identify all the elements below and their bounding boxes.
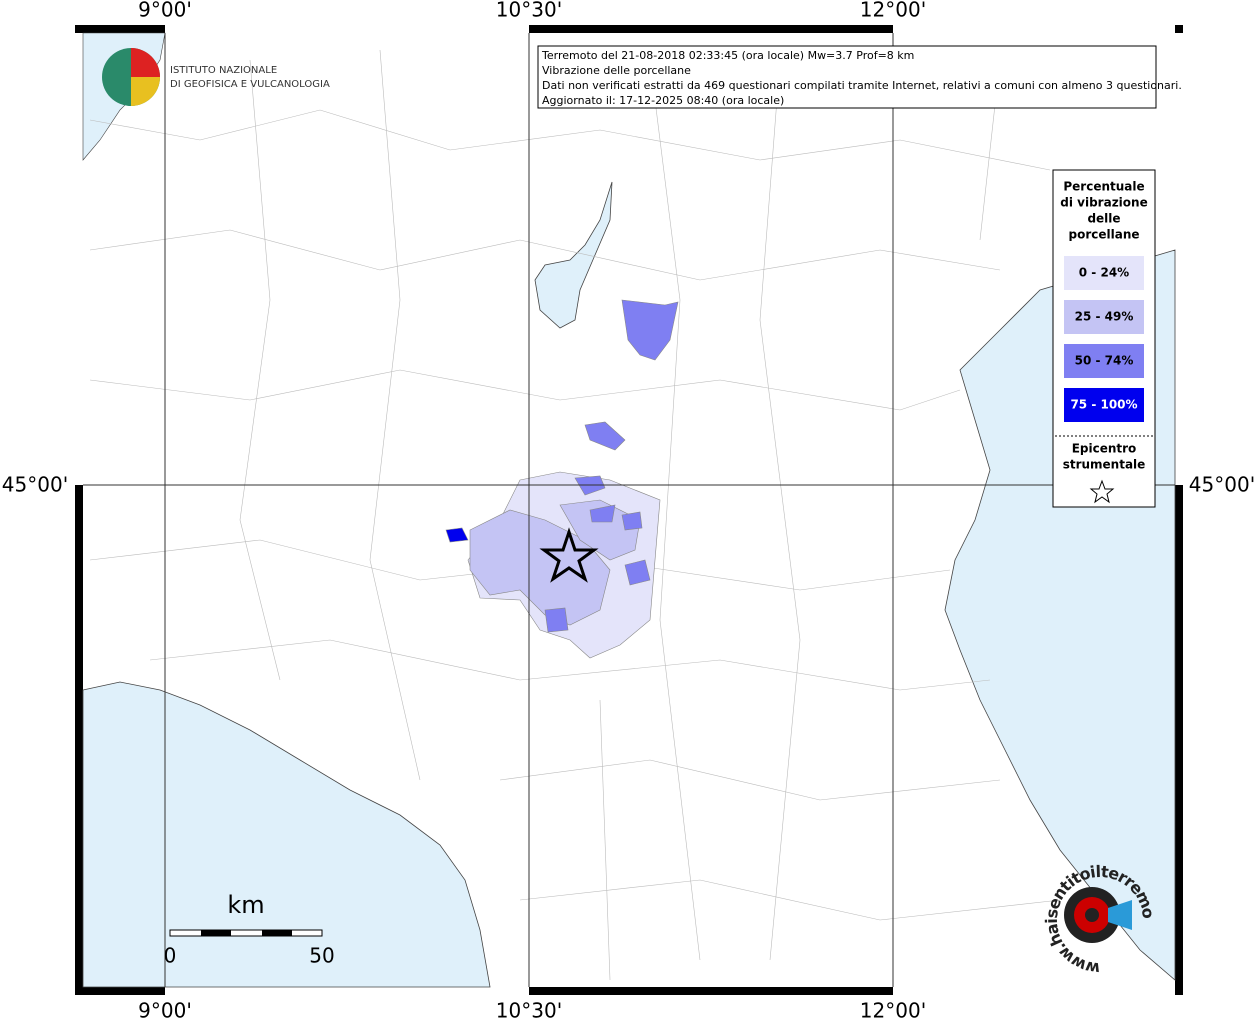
header-line: Vibrazione delle porcellane bbox=[542, 64, 691, 77]
logo-text: DI GEOFISICA E VULCANOLOGIA bbox=[170, 79, 330, 90]
frame-ticks bbox=[75, 25, 1183, 995]
scale-unit: km bbox=[227, 891, 264, 919]
legend-swatch bbox=[1064, 300, 1144, 334]
lon-label: 10°30' bbox=[496, 0, 562, 22]
legend-star bbox=[1089, 479, 1115, 504]
lat-label: 45°00' bbox=[1189, 473, 1255, 497]
lon-label: 12°00' bbox=[860, 0, 926, 22]
scale-label: 0 bbox=[164, 944, 177, 968]
lat-label: 45°00' bbox=[2, 473, 68, 497]
epicenter-star bbox=[539, 527, 599, 583]
ingv-logo: ISTITUTO NAZIONALE DI GEOFISICA E VULCAN… bbox=[102, 48, 330, 106]
graticule bbox=[83, 33, 1175, 987]
legend-label: 25 - 49% bbox=[1075, 310, 1134, 324]
legend-title: porcellane bbox=[1068, 228, 1139, 242]
header-line: Terremoto del 21-08-2018 02:33:45 (ora l… bbox=[541, 49, 914, 62]
legend-title: Percentuale bbox=[1063, 180, 1144, 194]
municipal-borders bbox=[89, 49, 1061, 981]
legend-title: delle bbox=[1087, 212, 1120, 226]
lon-label: 12°00' bbox=[860, 999, 926, 1023]
lake-garda bbox=[534, 181, 613, 329]
legend-swatch bbox=[1064, 388, 1144, 422]
legend-swatch bbox=[1064, 256, 1144, 290]
legend-title: di vibrazione bbox=[1060, 196, 1147, 210]
logo-text: ISTITUTO NAZIONALE bbox=[170, 65, 277, 76]
header-line: Dati non verificati estratti da 469 ques… bbox=[542, 79, 1182, 92]
lon-label: 9°00' bbox=[138, 999, 192, 1023]
header-line: Aggiornato il: 17-12-2025 08:40 (ora loc… bbox=[542, 94, 784, 107]
legend-swatch bbox=[1064, 344, 1144, 378]
scale-label: 50 bbox=[309, 944, 334, 968]
legend-epicenter: Epicentro bbox=[1072, 442, 1137, 456]
lon-label: 10°30' bbox=[496, 999, 562, 1023]
legend: Percentuale di vibrazione delle porcellane 0… bbox=[1052, 169, 1156, 508]
ligurian-sea bbox=[82, 681, 491, 988]
legend-label: 50 - 74% bbox=[1075, 354, 1134, 368]
legend-label: 0 - 24% bbox=[1079, 266, 1129, 280]
header-box bbox=[537, 45, 1157, 109]
felt-area bbox=[445, 299, 679, 659]
scale-bar: km 0 50 bbox=[164, 891, 335, 968]
legend-epicenter: strumentale bbox=[1063, 458, 1146, 472]
legend-label: 75 - 100% bbox=[1070, 398, 1137, 412]
lon-label: 9°00' bbox=[138, 0, 192, 22]
